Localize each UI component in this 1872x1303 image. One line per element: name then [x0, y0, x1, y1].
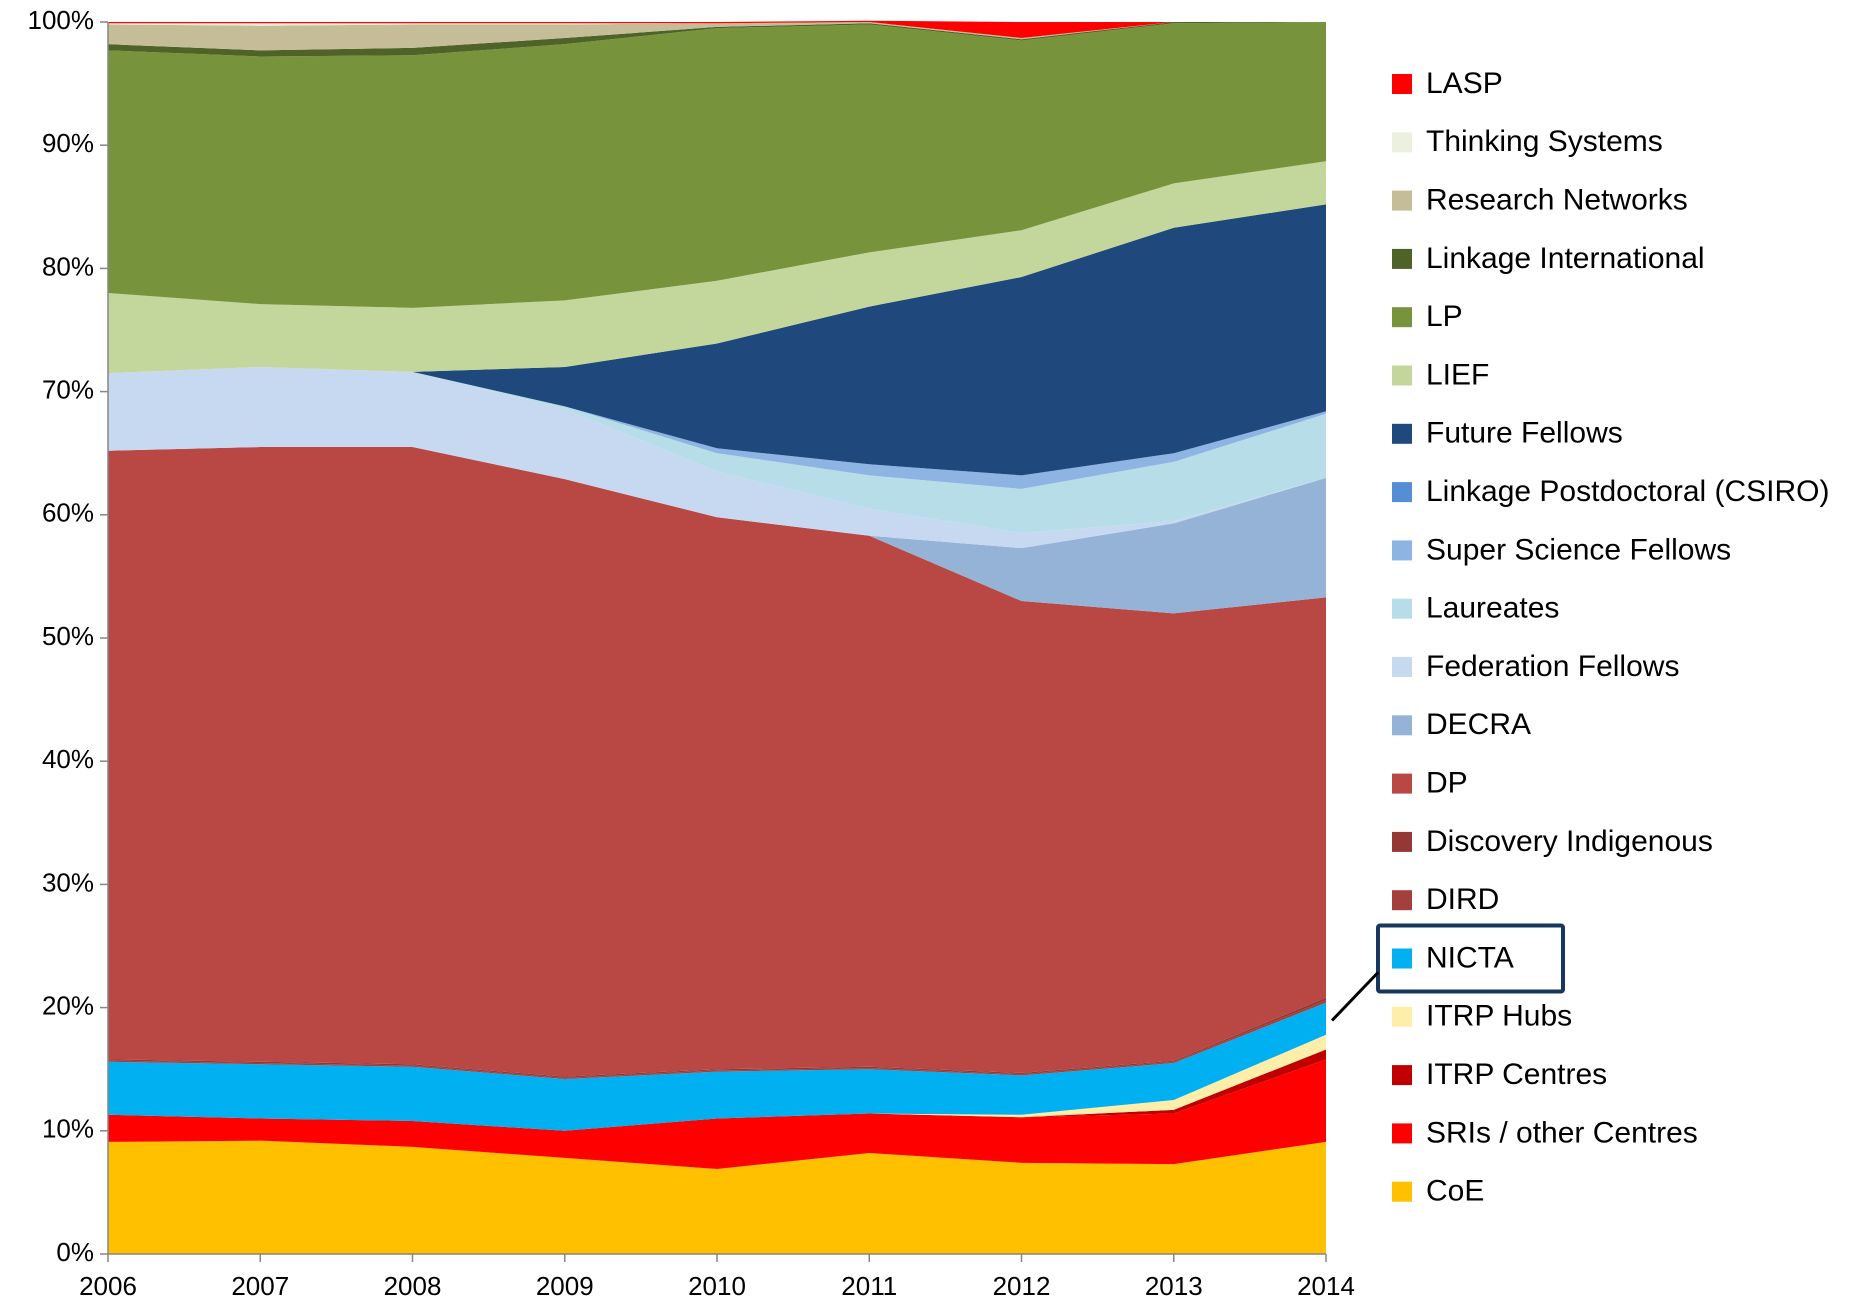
legend-swatch [1392, 715, 1412, 736]
legend-swatch [1392, 540, 1412, 561]
legend-swatch [1392, 423, 1412, 444]
x-tick-label: 2014 [1297, 1271, 1355, 1301]
area [108, 20, 1326, 39]
x-tick-label: 2007 [231, 1271, 289, 1301]
legend-label: LP [1426, 300, 1463, 333]
legend-swatch [1392, 74, 1412, 94]
area [108, 22, 1326, 51]
legend-label: NICTA [1426, 941, 1514, 974]
y-tick-label: 10% [42, 1114, 94, 1144]
legend-label: LIEF [1426, 358, 1489, 391]
legend-swatch [1392, 831, 1412, 852]
legend-swatch [1392, 307, 1412, 328]
y-tick-label: 0% [56, 1237, 94, 1267]
legend-swatch [1392, 773, 1412, 794]
area [108, 447, 1326, 1077]
legend-label: DECRA [1426, 708, 1531, 741]
legend-label: Linkage Postdoctoral (CSIRO) [1426, 475, 1830, 508]
legend-swatch [1392, 598, 1412, 619]
legend-label: Future Fellows [1426, 417, 1623, 450]
highlight-box [1376, 923, 1565, 994]
y-tick-label: 50% [42, 621, 94, 651]
legend: LASP Thinking Systems Research Networks Lin… [1330, 67, 1830, 1208]
legend-label: DIRD [1426, 883, 1499, 916]
y-tick-label: 70% [42, 374, 94, 404]
legend-swatch [1392, 365, 1412, 386]
x-tick-label: 2006 [79, 1271, 137, 1301]
legend-label: DP [1426, 767, 1468, 800]
plot-areas [108, 20, 1326, 1254]
x-tick-label: 2011 [841, 1271, 897, 1301]
x-tick-label: 2012 [993, 1271, 1051, 1301]
legend-label: ITRP Centres [1426, 1058, 1607, 1091]
area [108, 161, 1326, 374]
legend-swatch [1392, 482, 1412, 503]
legend-label: Thinking Systems [1426, 125, 1663, 158]
legend-swatch [1392, 1123, 1412, 1144]
y-tick-label: 20% [42, 990, 94, 1020]
legend-label: LASP [1426, 67, 1503, 100]
callout-line [1330, 971, 1380, 1022]
y-tick-label: 80% [42, 251, 94, 281]
area [108, 447, 1326, 614]
y-tick-label: 40% [42, 744, 94, 774]
area [108, 204, 1326, 476]
legend-label: Research Networks [1426, 184, 1688, 217]
legend-label: SRIs / other Centres [1426, 1116, 1698, 1149]
area [108, 22, 1326, 39]
area [108, 22, 1326, 308]
legend-swatch [1392, 248, 1412, 269]
legend-swatch [1392, 190, 1412, 211]
legend-swatch [1392, 657, 1412, 677]
area [108, 366, 1326, 549]
legend-label: Discovery Indigenous [1426, 825, 1713, 858]
y-tick-label: 90% [42, 128, 94, 158]
legend-swatch [1392, 1006, 1412, 1027]
x-tick-label: 2013 [1145, 1271, 1203, 1301]
legend-label: Linkage International [1426, 242, 1705, 275]
x-tick-label: 2010 [688, 1271, 746, 1301]
legend-label: Super Science Fellows [1426, 533, 1731, 566]
area [108, 1002, 1326, 1131]
legend-swatch [1392, 1181, 1412, 1202]
legend-label: CoE [1426, 1175, 1484, 1208]
x-tick-label: 2009 [536, 1271, 594, 1301]
axes: 0% 10% 20% 30% 40% 50% 60% 70% 80% 90% 100% 2006 200… [28, 5, 1355, 1301]
x-tick-label: 2008 [384, 1271, 442, 1301]
legend-label: Federation Fellows [1426, 650, 1679, 683]
legend-swatch [1392, 890, 1412, 911]
y-tick-label: 60% [42, 498, 94, 528]
legend-label: Laureates [1426, 592, 1559, 625]
area [108, 366, 1326, 534]
legend-swatch [1392, 948, 1412, 969]
area [108, 1059, 1326, 1169]
area [108, 1140, 1326, 1254]
y-tick-label: 30% [42, 867, 94, 897]
legend-swatch [1392, 1065, 1412, 1086]
legend-swatch [1392, 132, 1412, 153]
y-tick-label: 100% [28, 5, 95, 35]
legend-label: ITRP Hubs [1426, 1000, 1572, 1033]
area [108, 22, 1326, 57]
